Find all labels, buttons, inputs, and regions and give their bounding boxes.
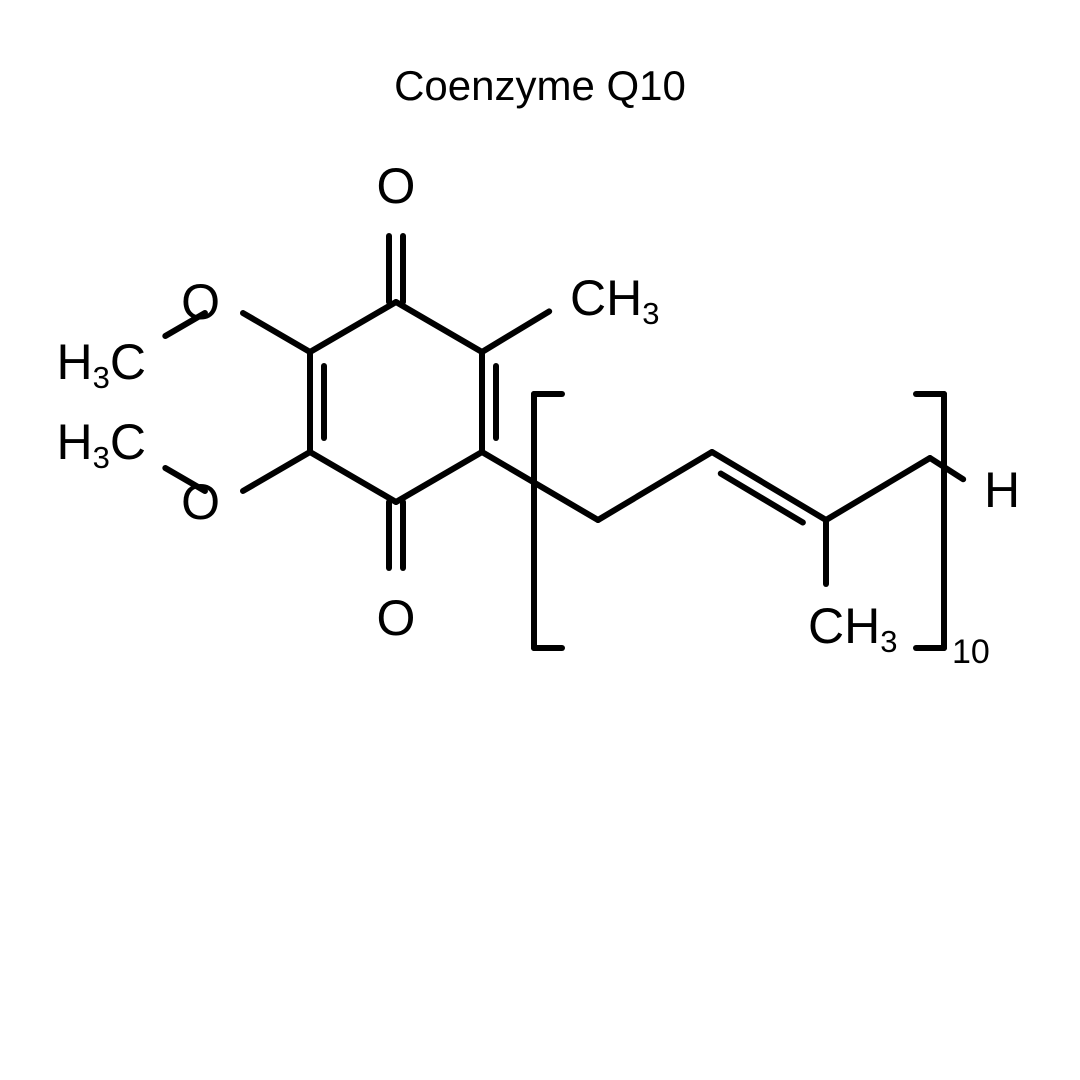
atom-label-o3: O	[181, 477, 220, 527]
diagram-canvas: Coenzyme Q10 OOOOH3CH3CCH3CH3H10	[0, 0, 1080, 1080]
atom-label-o_bottom: O	[377, 593, 416, 643]
atom-label-me6: CH3	[570, 273, 659, 323]
atom-label-t3_me: CH3	[808, 601, 897, 651]
structure-svg	[0, 0, 1080, 1080]
atom-label-rep10: 10	[952, 635, 990, 669]
atom-label-me2: H3C	[57, 337, 146, 387]
atom-label-h_end: H	[984, 465, 1020, 515]
atom-label-o2: O	[181, 277, 220, 327]
atom-label-me3: H3C	[57, 417, 146, 467]
atom-label-o_top: O	[377, 161, 416, 211]
